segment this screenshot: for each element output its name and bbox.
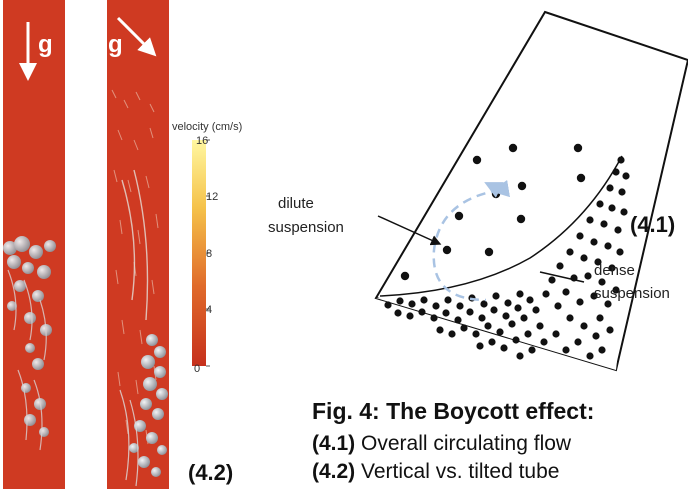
dilute-label-line2: suspension <box>268 219 344 236</box>
dense-pointer <box>539 271 585 283</box>
colorbar-tick: 16 <box>196 135 208 147</box>
dilute-label-line1: dilute <box>278 195 314 212</box>
caption-line-2-tag: (4.2) <box>312 460 355 483</box>
colorbar: velocity (cm/s) 16 12 8 4 0 <box>172 121 242 375</box>
dense-label-line2: suspension <box>594 285 670 302</box>
gravity-label-left: g <box>38 31 53 58</box>
colorbar-tick: 0 <box>194 363 200 375</box>
caption-line-1-text: Overall circulating flow <box>355 432 572 455</box>
gravity-label-right: g <box>108 31 123 58</box>
caption-title: Fig. 4: The Boycott effect: <box>312 398 594 424</box>
caption-line-1-tag: (4.1) <box>312 432 355 455</box>
tilted-vessel <box>374 10 688 372</box>
left-tube-particles <box>3 236 56 451</box>
caption-line-1: (4.1) Overall circulating flow <box>312 432 572 455</box>
colorbar-tick: 8 <box>206 248 212 260</box>
colorbar-title: velocity (cm/s) <box>172 121 242 133</box>
dilute-pointer <box>377 215 442 246</box>
colorbar-tick: 12 <box>206 191 218 203</box>
circulation-arrow <box>432 179 511 302</box>
colorbar-gradient <box>192 140 206 366</box>
colorbar-tick: 4 <box>206 304 212 316</box>
dense-label-line1: dense <box>594 262 635 279</box>
left-tube: g <box>3 0 65 489</box>
right-tube-particles <box>119 169 168 487</box>
panel-tag-4-2: (4.2) <box>188 460 233 485</box>
dense-particles <box>384 156 630 360</box>
panel-tag-4-1: (4.1) <box>630 212 675 237</box>
caption-line-2-text: Vertical vs. tilted tube <box>355 460 559 483</box>
gravity-arrow-tilted <box>116 16 157 57</box>
right-tube: g <box>107 0 169 489</box>
caption-line-2: (4.2) Vertical vs. tilted tube <box>312 460 559 483</box>
